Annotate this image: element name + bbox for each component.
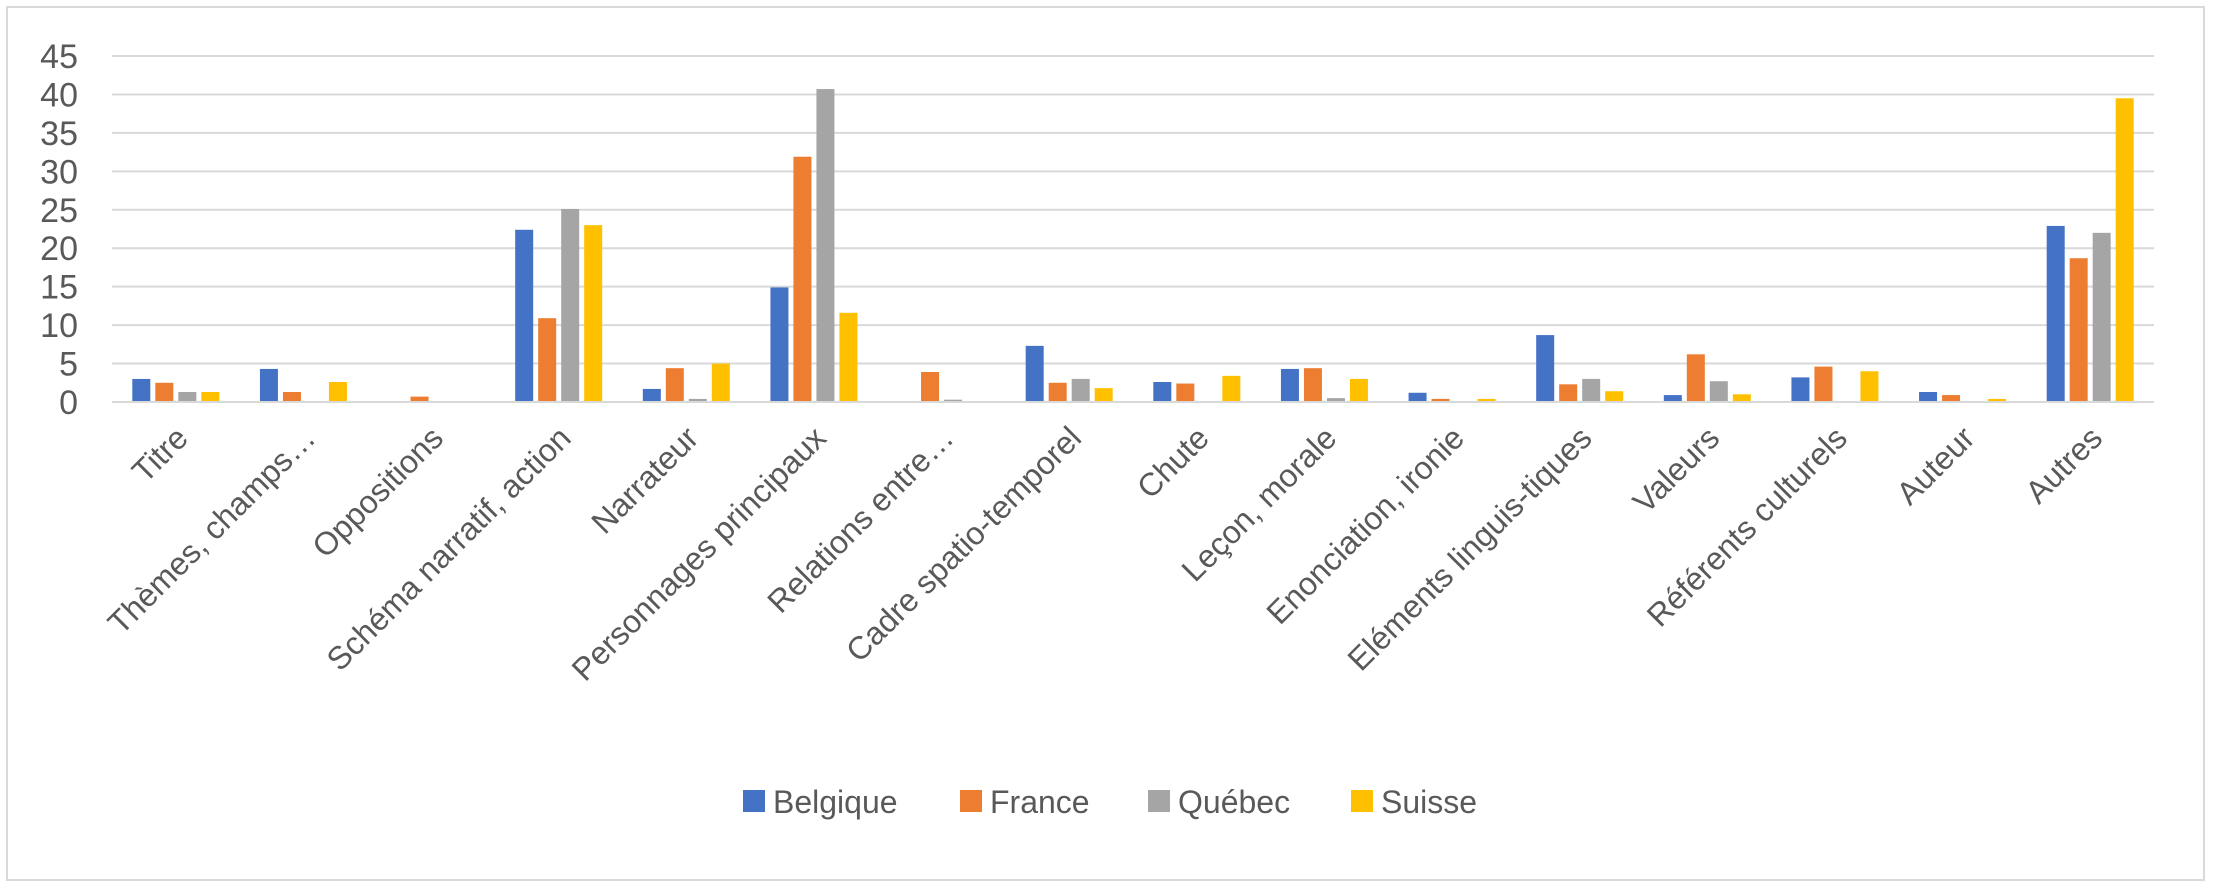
legend-swatch: [1351, 790, 1373, 812]
bar-belgique: [1153, 382, 1172, 402]
chart-frame: 0 5 10 15 20 25 30 35 40 45 Titre Thèmes, champs… O…: [6, 6, 2205, 881]
bar-france: [1303, 368, 1322, 402]
bar-france: [1559, 384, 1578, 402]
legend-label: Belgique: [773, 784, 898, 820]
legend-swatch: [960, 790, 982, 812]
y-tick-label: 15: [40, 269, 78, 307]
bar-france: [1176, 383, 1195, 402]
bar-belgique: [1408, 392, 1427, 402]
bar-suisse: [1732, 394, 1751, 402]
bar-qubec: [1071, 378, 1090, 402]
bar-france: [2069, 258, 2088, 402]
bar-suisse: [1605, 391, 1624, 402]
bar-belgique: [1791, 377, 1810, 402]
bar-belgique: [770, 287, 789, 402]
bar-france: [793, 156, 812, 402]
bar-belgique: [2046, 225, 2065, 402]
bar-belgique: [515, 229, 534, 402]
bar-suisse: [1094, 388, 1113, 402]
category-label: Valeurs: [1626, 419, 1726, 519]
bar-suisse: [328, 382, 347, 402]
legend-label: France: [990, 784, 1090, 820]
y-tick-label: 5: [59, 346, 78, 384]
legend: Belgique France Québec Suisse: [743, 784, 1477, 820]
bar-suisse: [711, 363, 730, 402]
bar-france: [410, 396, 429, 402]
bar-suisse: [1860, 371, 1879, 402]
bar-france: [155, 382, 174, 402]
bars: [132, 89, 2134, 403]
y-tick-label: 10: [40, 307, 78, 345]
bar-belgique: [132, 378, 151, 402]
category-label: Autres: [2018, 419, 2109, 510]
bar-belgique: [1536, 335, 1555, 402]
category-label: Chute: [1130, 419, 1216, 505]
bar-france: [1431, 398, 1450, 402]
bar-qubec: [688, 398, 707, 402]
bar-suisse: [201, 392, 220, 402]
bar-france: [665, 368, 684, 402]
y-tick-label: 40: [40, 76, 78, 114]
category-label: Eléments linguis-tiques: [1341, 419, 1599, 677]
legend-label: Suisse: [1381, 784, 1477, 820]
bar-belgique: [1025, 345, 1044, 402]
bar-belgique: [1280, 368, 1299, 402]
bar-qubec: [178, 392, 197, 402]
y-tick-label: 20: [40, 230, 78, 268]
bar-suisse: [1477, 398, 1496, 402]
bar-suisse: [839, 312, 858, 402]
bar-belgique: [1919, 392, 1938, 402]
category-label: Narrateur: [584, 419, 705, 540]
bar-suisse: [2115, 98, 2134, 403]
bar-france: [1686, 354, 1705, 402]
legend-swatch: [743, 790, 765, 812]
legend-swatch: [1148, 790, 1170, 812]
y-tick-label: 25: [40, 192, 78, 230]
y-tick-label: 0: [59, 384, 78, 422]
bar-suisse: [1222, 375, 1241, 402]
category-label: Schéma narratif, action: [320, 419, 578, 677]
bar-france: [1942, 395, 1961, 402]
bar-suisse: [1349, 378, 1368, 402]
bar-suisse: [584, 225, 603, 402]
bar-qubec: [944, 399, 963, 402]
category-label: Thèmes, champs…: [101, 419, 323, 641]
category-label: Auteur: [1889, 419, 1981, 511]
bar-suisse: [1988, 398, 2007, 402]
bar-france: [538, 318, 557, 402]
y-tick-label: 35: [40, 115, 78, 153]
y-tick-label: 45: [40, 38, 78, 76]
y-tick-label: 30: [40, 153, 78, 191]
category-label: Titre: [125, 419, 195, 489]
bar-qubec: [1582, 378, 1601, 402]
bar-france: [921, 372, 940, 402]
bar-belgique: [642, 388, 661, 402]
bar-france: [282, 392, 301, 402]
bar-qubec: [2092, 232, 2111, 402]
bar-qubec: [561, 209, 580, 402]
bar-belgique: [259, 368, 278, 402]
category-label: Personnages principaux: [565, 419, 833, 687]
bar-belgique: [1663, 395, 1682, 402]
category-label: Cadre spatio-temporel: [839, 419, 1088, 668]
bar-qubec: [1326, 398, 1345, 402]
gridlines: [112, 55, 2154, 365]
bar-france: [1048, 382, 1067, 402]
bar-qubec: [816, 89, 835, 402]
bar-france: [1814, 366, 1833, 402]
legend-label: Québec: [1178, 784, 1290, 820]
bar-qubec: [1709, 381, 1728, 402]
